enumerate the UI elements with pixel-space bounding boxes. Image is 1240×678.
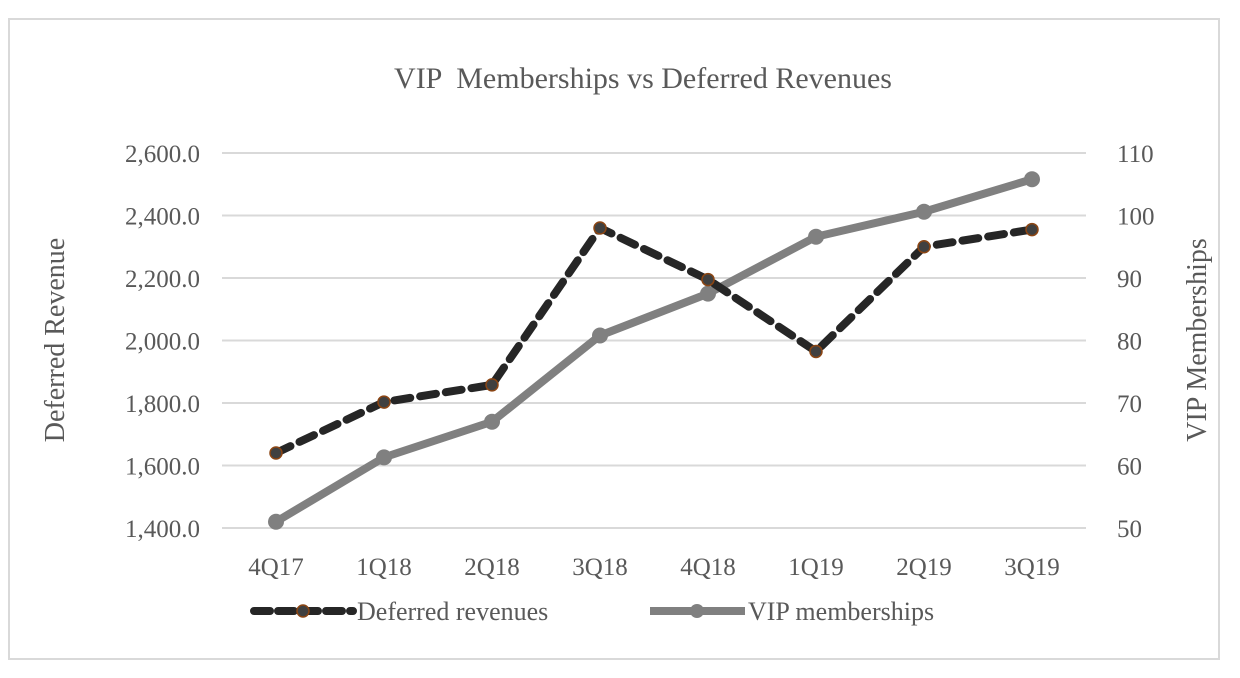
- gridlines: [222, 152, 1086, 529]
- deferred-revenues-point: [701, 272, 715, 287]
- x-tick-label: 1Q19: [788, 554, 844, 581]
- left-axis-ticks: 1,400.0 1,600.0 1,800.0 2,000.0 2,200.0 2,400…: [125, 141, 200, 543]
- legend-label-deferred-revenues: Deferred revenues: [357, 597, 548, 626]
- right-axis-ticks: 50 60 70 80 90 100 110: [1117, 141, 1155, 543]
- x-tick-label: 3Q19: [1004, 554, 1060, 581]
- legend-label-vip-memberships: VIP memberships: [748, 597, 934, 626]
- legend: Deferred revenues VIP memberships: [250, 597, 934, 626]
- right-tick-label: 50: [1117, 516, 1142, 543]
- x-tick-label: 2Q18: [464, 554, 520, 581]
- x-axis-ticks: 4Q17 1Q18 2Q18 3Q18 4Q18 1Q19 2Q19 3Q19: [248, 554, 1060, 581]
- right-tick-label: 80: [1117, 329, 1142, 356]
- vip-memberships-point: [376, 449, 392, 466]
- x-tick-label: 4Q18: [680, 554, 736, 581]
- series-deferred-revenues: [269, 221, 1039, 460]
- x-tick-label: 1Q18: [356, 554, 412, 581]
- deferred-revenues-point: [377, 395, 391, 409]
- vip-memberships-point: [700, 285, 716, 302]
- left-tick-label: 1,400.0: [125, 516, 200, 543]
- series-vip-memberships: [268, 171, 1040, 530]
- deferred-revenues-point: [1025, 222, 1039, 237]
- x-tick-label: 2Q19: [896, 554, 952, 581]
- deferred-revenues-point: [269, 446, 283, 460]
- vip-memberships-point: [592, 327, 608, 344]
- left-tick-label: 2,200.0: [125, 266, 200, 293]
- right-axis-title: VIP Memberships: [1182, 238, 1213, 442]
- right-tick-label: 90: [1117, 266, 1142, 293]
- deferred-revenues-point: [485, 378, 499, 392]
- right-tick-label: 60: [1117, 454, 1142, 481]
- left-axis-title: Deferred Revenue: [40, 238, 71, 442]
- chart-title: VIP Memberships vs Deferred Revenues: [394, 62, 892, 95]
- x-tick-label: 4Q17: [248, 554, 304, 581]
- legend-marker-deferred: [296, 604, 310, 618]
- legend-item-deferred-revenues: Deferred revenues: [250, 597, 548, 626]
- vip-memberships-point: [268, 513, 284, 530]
- legend-marker-vip: [690, 604, 704, 618]
- right-tick-label: 110: [1117, 141, 1154, 168]
- deferred-revenues-line: [272, 224, 1036, 457]
- chart-frame: [8, 18, 1220, 660]
- left-tick-label: 2,400.0: [125, 204, 200, 231]
- left-tick-label: 2,000.0: [125, 329, 200, 356]
- x-tick-label: 3Q18: [572, 554, 628, 581]
- left-tick-label: 1,800.0: [125, 391, 200, 418]
- vip-memberships-point: [808, 228, 824, 245]
- deferred-revenues-point: [809, 344, 823, 359]
- deferred-revenues-point: [593, 221, 607, 235]
- left-tick-label: 2,600.0: [125, 141, 200, 168]
- vip-memberships-point: [1024, 171, 1040, 188]
- vip-memberships-line: [273, 175, 1034, 526]
- legend-item-vip-memberships: VIP memberships: [650, 597, 934, 626]
- left-tick-label: 1,600.0: [125, 454, 200, 481]
- right-tick-label: 100: [1117, 204, 1155, 231]
- vip-memberships-point: [916, 203, 932, 220]
- deferred-revenues-point: [917, 240, 931, 254]
- vip-memberships-point: [484, 413, 500, 430]
- right-tick-label: 70: [1117, 391, 1142, 418]
